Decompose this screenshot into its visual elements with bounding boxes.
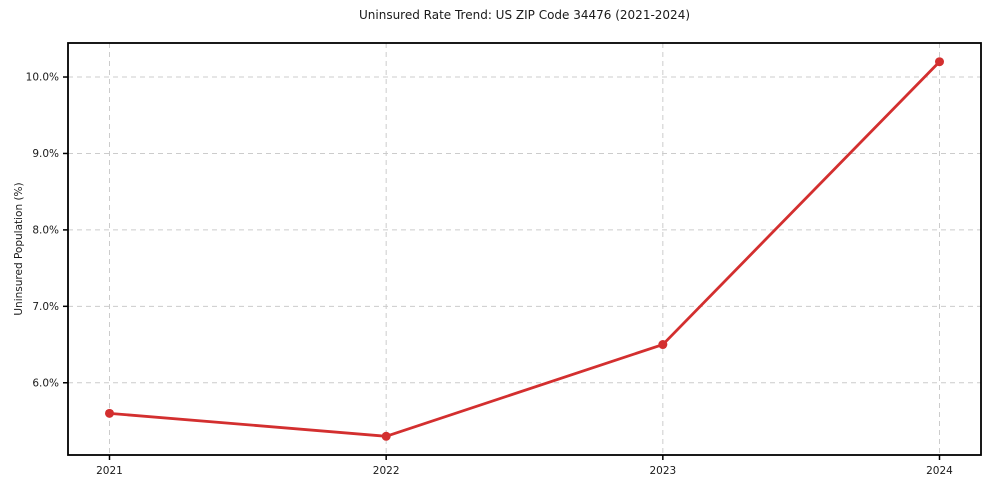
trend-line <box>108 60 941 438</box>
y-tick-label: 9.0% <box>32 148 59 160</box>
data-point-marker <box>935 57 944 67</box>
data-point-marker <box>658 340 668 350</box>
y-tick-label: 10.0% <box>26 72 59 84</box>
x-tick-label: 2023 <box>649 465 676 477</box>
x-tick-label: 2022 <box>373 465 400 477</box>
x-tick-label: 2024 <box>926 465 953 477</box>
plot-border <box>67 42 982 456</box>
x-tick-label: 2021 <box>96 465 123 477</box>
y-tick-label: 6.0% <box>32 377 59 389</box>
data-point-marker <box>105 408 114 418</box>
y-tick-label: 7.0% <box>32 301 59 313</box>
data-point-marker <box>381 431 391 441</box>
y-tick-label: 8.0% <box>32 224 59 236</box>
chart-title: Uninsured Rate Trend: US ZIP Code 34476 … <box>358 8 691 22</box>
